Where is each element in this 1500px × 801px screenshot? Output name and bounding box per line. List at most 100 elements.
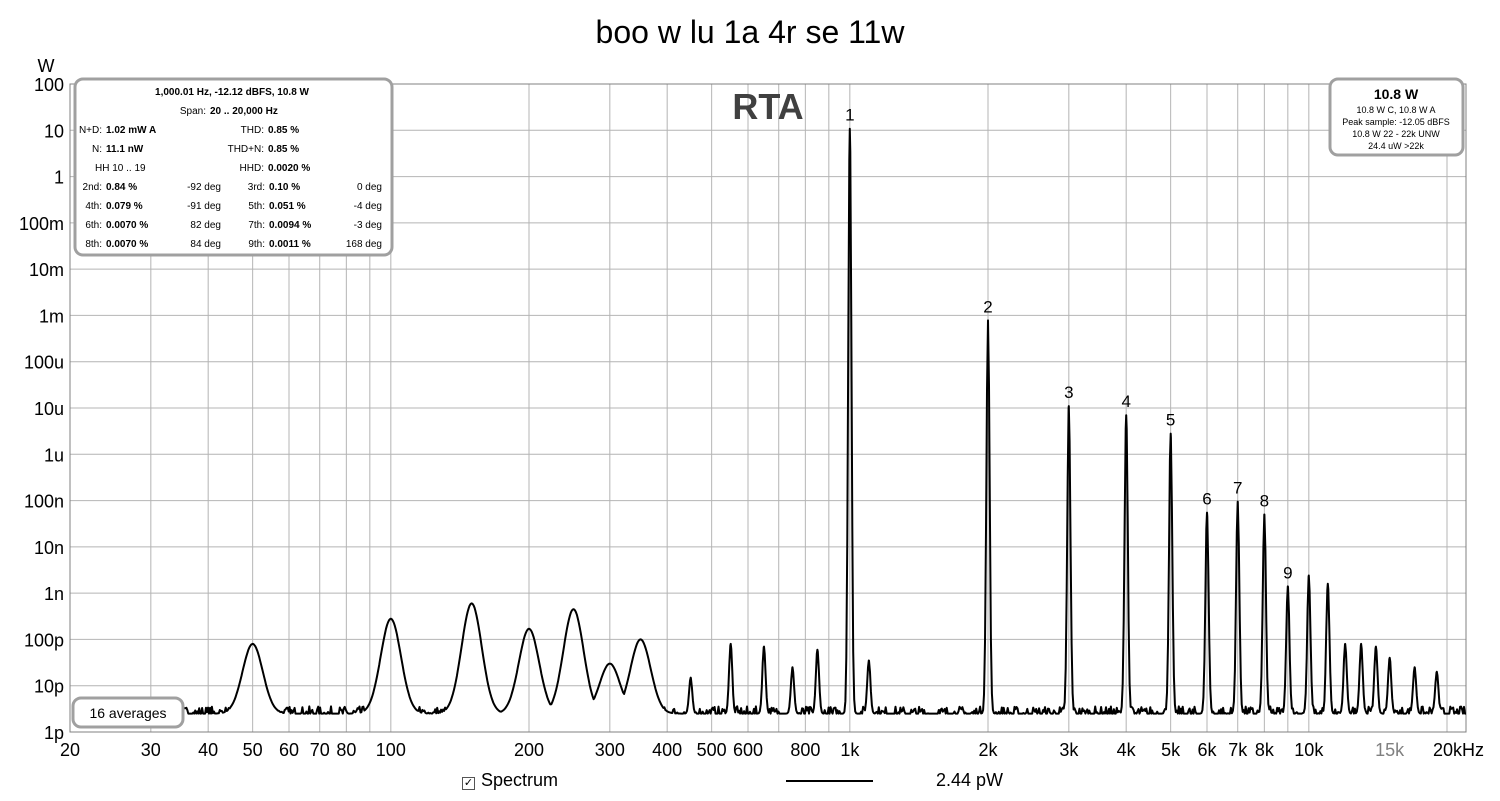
info-label: HHD: — [240, 163, 264, 174]
x-tick-label: 50 — [243, 740, 263, 760]
harmonic-phase: 0 deg — [357, 182, 382, 193]
harmonic-number-label: 6 — [1202, 490, 1211, 509]
harmonic-labels: 1 2 3 4 5 6 78 9 — [845, 106, 1292, 583]
x-tick-label: 200 — [514, 740, 544, 760]
legend-spectrum-toggle[interactable]: ✓ Spectrum — [462, 770, 558, 791]
legend-value-label: 2.44 pW — [936, 770, 1004, 790]
averages-box: 16 averages — [71, 696, 185, 729]
power-title: 10.8 W — [1374, 86, 1419, 102]
harmonic-phase: -3 deg — [354, 220, 382, 231]
power-info-box: 10.8 W 10.8 W C, 10.8 W A Peak sample: -… — [1328, 77, 1465, 157]
x-tick-label: 10k — [1294, 740, 1324, 760]
y-axis-unit: W — [38, 56, 55, 76]
y-tick-label: 10n — [34, 538, 64, 558]
harmonic-value: 0.079 % — [106, 201, 143, 212]
harmonic-number-label: 5 — [1166, 411, 1175, 430]
harmonic-phase: -4 deg — [354, 201, 382, 212]
harmonic-label: 9th: — [248, 239, 265, 250]
info-value: 0.85 % — [268, 144, 299, 155]
info-value: 0.85 % — [268, 125, 299, 136]
y-tick-label: 1p — [44, 723, 64, 743]
harmonic-label: 8th: — [85, 239, 102, 250]
spectrum-checkbox[interactable]: ✓ — [462, 777, 475, 790]
harmonic-value: 0.10 % — [269, 182, 300, 193]
harmonic-phase: 84 deg — [190, 239, 221, 250]
info-header: 1,000.01 Hz, -12.12 dBFS, 10.8 W — [155, 87, 310, 98]
y-tick-label: 1u — [44, 445, 64, 465]
y-tick-label: 100p — [24, 630, 64, 650]
harmonic-value: 0.0094 % — [269, 220, 311, 231]
harmonic-number-label: 3 — [1064, 383, 1073, 402]
harmonic-label: 4th: — [85, 201, 102, 212]
x-tick-label: 20 — [60, 740, 80, 760]
harmonic-label: 2nd: — [83, 182, 102, 193]
x-tick-label: 70 — [310, 740, 330, 760]
harmonic-number-label: 1 — [845, 106, 854, 125]
y-tick-label: 100 — [34, 75, 64, 95]
x-tick-label: 2k — [978, 740, 998, 760]
x-tick-label: 800 — [790, 740, 820, 760]
y-tick-label: 10p — [34, 677, 64, 697]
x-axis-ticks: 20 30 40 50 60 70 80 100 200 300 400 500 600 800 1k 2k 3… — [60, 740, 1484, 760]
info-span-value: 20 .. 20,000 Hz — [210, 106, 278, 117]
x-tick-label: 4k — [1117, 740, 1137, 760]
power-line: 10.8 W C, 10.8 W A — [1356, 105, 1435, 115]
plot-border — [69, 83, 1467, 733]
x-tick-label: 30 — [141, 740, 161, 760]
power-line: Peak sample: -12.05 dBFS — [1342, 117, 1450, 127]
y-tick-label: 100u — [24, 353, 64, 373]
info-value: 11.1 nW — [106, 144, 144, 155]
y-axis-ticks: 100 10 1 100m 10m 1m 100u 10u 1u 100n 10n 1n 100p 10p… — [19, 75, 64, 743]
x-tick-label: 600 — [733, 740, 763, 760]
x-tick-label: 300 — [595, 740, 625, 760]
x-tick-label: 20kHz — [1433, 740, 1484, 760]
x-tick-label: 15k — [1375, 740, 1405, 760]
y-tick-label: 10 — [44, 121, 64, 141]
info-label: N+D: — [79, 125, 102, 136]
harmonic-value: 0.84 % — [106, 182, 137, 193]
x-tick-label: 60 — [279, 740, 299, 760]
harmonic-number-label: 9 — [1283, 563, 1292, 582]
harmonic-number-label: 2 — [983, 297, 992, 316]
harmonic-label: 5th: — [248, 201, 265, 212]
chart-title: boo w lu 1a 4r se 11w — [596, 14, 906, 50]
harmonic-phase: -92 deg — [187, 182, 221, 193]
info-value: 0.0020 % — [268, 163, 310, 174]
info-label: HH 10 .. 19 — [95, 163, 146, 174]
harmonic-number-label: 4 — [1121, 392, 1130, 411]
power-line: 10.8 W 22 - 22k UNW — [1352, 129, 1440, 139]
y-tick-label: 10m — [29, 260, 64, 280]
harmonic-value: 0.0011 % — [269, 239, 311, 250]
harmonic-value: 0.051 % — [269, 201, 306, 212]
harmonic-label: 3rd: — [248, 182, 265, 193]
info-span-label: Span: — [180, 106, 206, 117]
x-tick-label: 3k — [1059, 740, 1079, 760]
x-tick-label: 7k — [1228, 740, 1248, 760]
x-tick-label: 500 — [697, 740, 727, 760]
x-tick-label: 400 — [652, 740, 682, 760]
harmonic-value: 0.0070 % — [106, 239, 148, 250]
x-tick-label: 80 — [336, 740, 356, 760]
harmonic-label: 6th: — [85, 220, 102, 231]
spectrum-series-line — [88, 127, 1466, 715]
x-tick-label: 8k — [1255, 740, 1275, 760]
harmonic-value: 0.0070 % — [106, 220, 148, 231]
info-label: THD+N: — [228, 144, 264, 155]
harmonic-phase: -91 deg — [187, 201, 221, 212]
x-tick-label: 40 — [198, 740, 218, 760]
harmonic-phase: 168 deg — [346, 239, 382, 250]
rta-watermark: RTA — [732, 86, 803, 127]
harmonic-number-label: 7 — [1233, 479, 1242, 498]
x-tick-label: 5k — [1161, 740, 1181, 760]
y-tick-label: 1n — [44, 584, 64, 604]
grid — [69, 83, 1466, 733]
y-tick-label: 1m — [39, 306, 64, 326]
x-tick-label: 6k — [1197, 740, 1217, 760]
power-line: 24.4 uW >22k — [1368, 141, 1424, 151]
info-label: N: — [92, 144, 102, 155]
harmonic-phase: 82 deg — [190, 220, 221, 231]
y-tick-label: 100m — [19, 214, 64, 234]
x-tick-label: 100 — [376, 740, 406, 760]
y-tick-label: 1 — [54, 168, 64, 188]
